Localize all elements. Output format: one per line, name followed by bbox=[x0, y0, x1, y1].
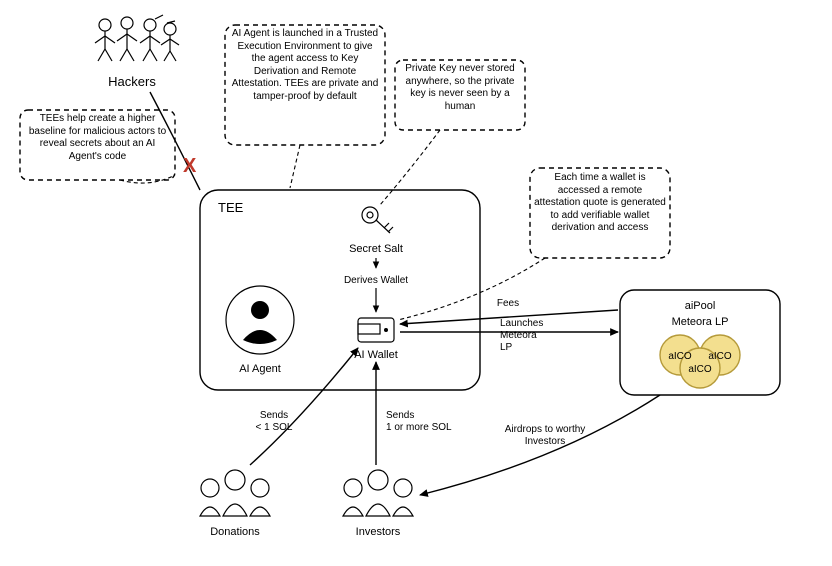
coin-label-1: aICO bbox=[668, 351, 692, 362]
connector-annot4 bbox=[398, 258, 545, 320]
ai-wallet-label: AI Wallet bbox=[354, 349, 398, 361]
hackers-label: Hackers bbox=[108, 74, 156, 89]
svg-text:Airdrops to worthy: Airdrops to worthy bbox=[505, 424, 586, 435]
investors-label: Investors bbox=[356, 526, 401, 538]
coin-label-3: aICO bbox=[688, 364, 712, 375]
ai-agent-label: AI Agent bbox=[239, 363, 281, 375]
secret-salt-label: Secret Salt bbox=[349, 243, 403, 255]
svg-text:< 1 SOL: < 1 SOL bbox=[256, 422, 293, 433]
derives-wallet-label: Derives Wallet bbox=[344, 275, 408, 286]
launches-lp-label-2: Meteora bbox=[500, 330, 537, 341]
coins: aICO aICO aICO bbox=[660, 335, 740, 388]
investors-group bbox=[343, 470, 413, 516]
secret-salt bbox=[362, 207, 393, 233]
aipool-box: aiPool Meteora LP aICO aICO aICO bbox=[620, 290, 780, 395]
annot-tees-baseline: TEEs help create a higher baseline for m… bbox=[20, 110, 175, 180]
aipool-title: aiPool bbox=[685, 300, 716, 312]
annot-ai-agent-launch: AI Agent is launched in a Trusted Execut… bbox=[225, 25, 385, 145]
svg-text:1 or more SOL: 1 or more SOL bbox=[386, 422, 452, 433]
connector-annot2 bbox=[290, 145, 300, 188]
donations-group bbox=[200, 470, 270, 516]
ai-agent: AI Agent bbox=[226, 286, 294, 375]
annot-attestation: Each time a wallet is accessed a remote … bbox=[530, 168, 670, 258]
hackers-group: Hackers bbox=[95, 15, 179, 89]
launches-lp-label-3: LP bbox=[500, 342, 513, 353]
donations-label: Donations bbox=[210, 526, 260, 538]
tee-label: TEE bbox=[218, 200, 244, 215]
launches-lp-label-1: Launches bbox=[500, 318, 543, 329]
aipool-sub: Meteora LP bbox=[672, 316, 729, 328]
svg-text:Sends: Sends bbox=[386, 410, 414, 421]
svg-text:Sends: Sends bbox=[260, 410, 288, 421]
annot-private-key: Private Key never stored anywhere, so th… bbox=[395, 60, 525, 130]
connector-annot3 bbox=[380, 130, 440, 205]
x-mark-icon: X bbox=[183, 155, 197, 177]
fees-label: Fees bbox=[497, 298, 519, 309]
tee-box: TEE bbox=[200, 190, 480, 390]
coin-label-2: aICO bbox=[708, 351, 732, 362]
ai-wallet: AI Wallet bbox=[354, 318, 398, 361]
svg-text:Investors: Investors bbox=[525, 436, 566, 447]
